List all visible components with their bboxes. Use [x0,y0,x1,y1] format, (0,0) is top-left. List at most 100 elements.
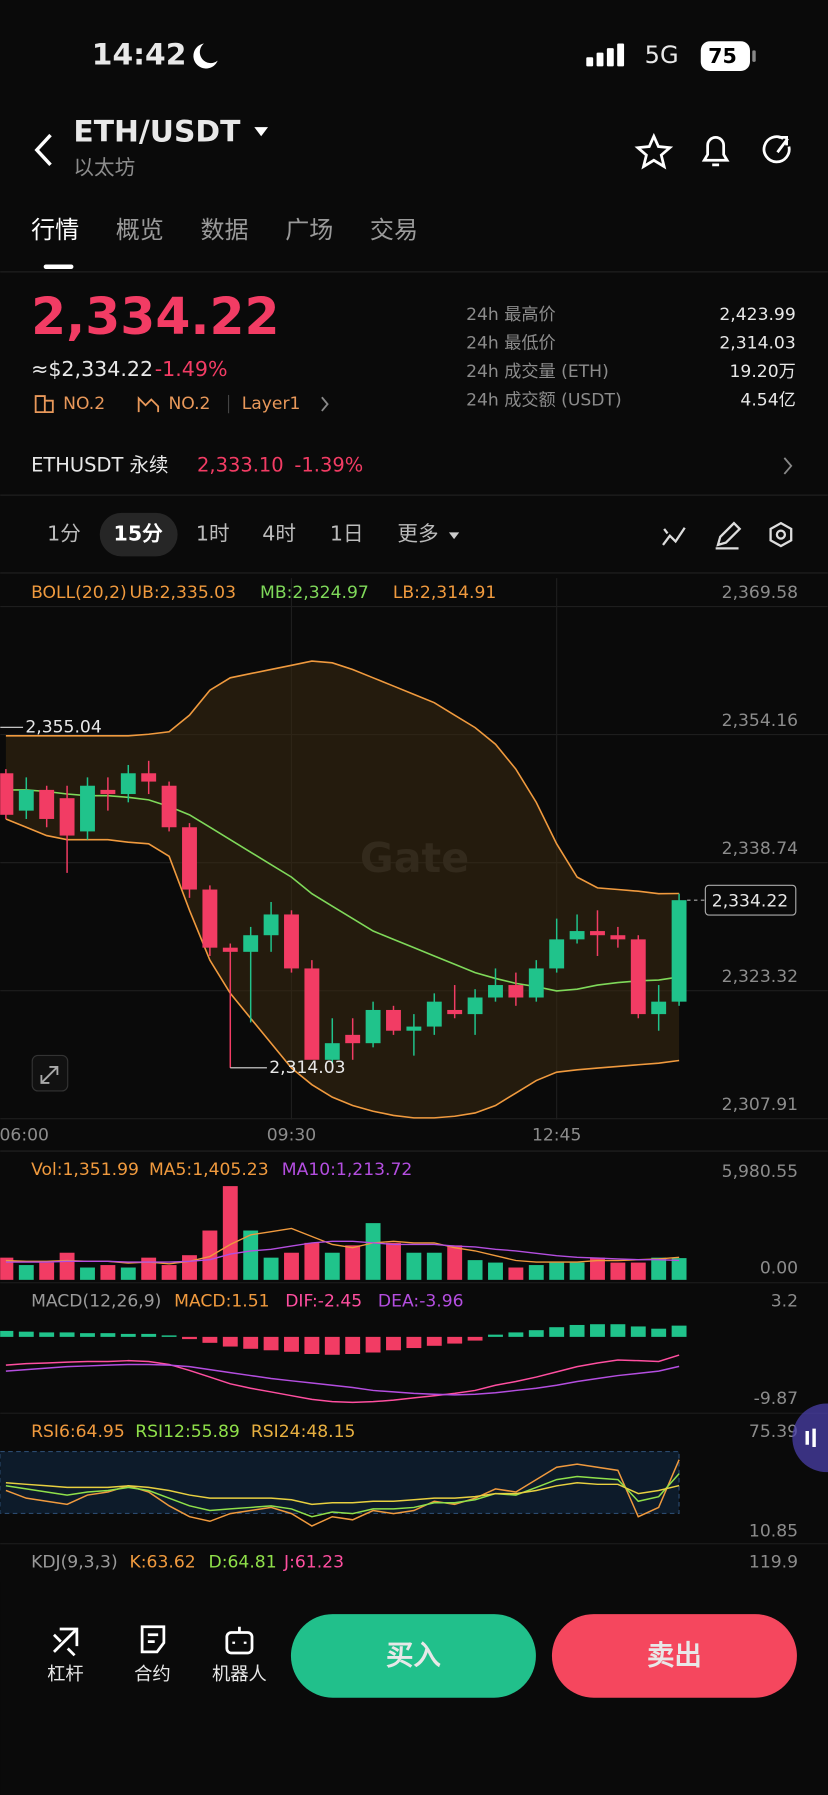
rank-market-cap[interactable]: NO.2 [63,394,105,414]
candle-body [630,939,646,1015]
sell-label[interactable]: 卖出 [647,1640,702,1671]
moon-icon [193,43,218,69]
pair[interactable]: ETH/USDT [73,114,241,149]
volume-bar [508,1267,524,1280]
macd-bar [406,1336,422,1349]
interval[interactable]: 1分 [47,522,81,546]
indicator-icon[interactable] [662,527,686,546]
macd-bar [508,1332,524,1337]
favorite-icon[interactable] [634,132,674,170]
volume-bar [284,1252,299,1280]
buy-button[interactable] [290,1614,536,1698]
macd-bar [447,1336,463,1344]
y-tick-label: 2,323.32 [722,967,798,987]
macd-bar [243,1336,259,1349]
volume-bar [671,1258,687,1280]
floating-assistant[interactable] [792,1403,828,1473]
settings-icon-core[interactable] [775,529,787,540]
volume-bar [406,1252,422,1280]
sell-button[interactable] [551,1614,797,1698]
interval[interactable]: 15分 [113,522,163,546]
leverage-icon[interactable] [52,1627,79,1657]
candle-body [59,798,75,836]
divider [0,494,828,496]
perp-price: 2,333.10 [197,453,284,476]
contract-icon[interactable] [140,1625,166,1654]
tab[interactable]: 概览 [116,216,164,244]
volume-bar [141,1257,157,1280]
candle-body [528,968,544,998]
legend-item: K:63.62 [130,1553,196,1573]
back-button[interactable] [34,133,52,167]
floating-assistant-icon[interactable] [805,1428,816,1447]
candle-body [406,1026,422,1031]
macd-bar [263,1336,279,1351]
network: 5G [645,41,679,69]
stats: 24h 最高价 2,423.99 24h 最低价 2,314.03 24h 成交量 (E… [466,305,796,411]
volume-bar [528,1265,544,1280]
contract-label[interactable]: 合约 [134,1664,171,1685]
candle-body [345,1034,361,1044]
volume-bar [365,1223,381,1280]
candle-body [141,773,157,782]
legend-item: DEA:-3.96 [378,1292,464,1312]
candle-body [426,1001,442,1027]
tab[interactable]: 数据 [201,216,249,244]
macd-bar [671,1325,687,1337]
y-tick-label: 0.00 [760,1258,798,1278]
pair-dropdown[interactable] [254,127,269,137]
stat-label: 24h 成交量 (ETH) [466,362,609,382]
settings-icon[interactable] [769,521,793,548]
y-tick-label: 10.85 [749,1522,798,1542]
legend-item: MACD(12,26,9) [31,1292,161,1312]
tab[interactable]: 交易 [370,216,418,244]
macd-bar [590,1324,605,1337]
perp-name[interactable]: ETHUSDT 永续 [31,453,168,476]
perp-arrow[interactable] [783,457,793,475]
candle-body [610,935,626,940]
last-price-label: 2,334.22 [712,891,788,911]
macd-bar [426,1336,442,1346]
macd-bar [284,1336,299,1352]
volume-bar [0,1257,14,1280]
candle-body [590,931,605,936]
tab[interactable]: 行情 [31,216,79,244]
interval[interactable]: 4时 [262,522,296,546]
candle-body [671,900,687,1002]
rsi-line [5,1473,680,1518]
macd-bar [324,1336,340,1355]
low-label: 2,314.03 [269,1058,345,1078]
macd-dea [5,1363,680,1396]
bot-label[interactable]: 机器人 [212,1664,267,1685]
last-price: 2,334.22 [31,287,280,346]
volume-ma10 [5,1240,680,1263]
candle-body [569,931,585,940]
buy-label[interactable]: 买入 [386,1640,441,1671]
more-dropdown[interactable] [448,532,460,540]
bot-icon-detail[interactable] [232,1626,247,1644]
tab[interactable]: 广场 [285,216,333,244]
boll-band [5,661,680,1118]
volume-bar [324,1252,340,1280]
coin-name: 以太坊 [73,155,135,179]
share-icon[interactable] [762,135,791,164]
stat-label: 24h 最低价 [466,333,556,353]
interval[interactable]: 1日 [330,522,364,546]
legend-item: MA5:1,405.23 [149,1160,269,1180]
y-tick-label: 3.2 [771,1292,798,1312]
interval[interactable]: 更多 [397,522,438,546]
alert-icon[interactable] [701,136,730,167]
rank-volume[interactable]: NO.2 [168,394,210,414]
leverage-label[interactable]: 杠杆 [47,1664,84,1685]
draw-icon[interactable] [715,521,742,550]
fullscreen-icon[interactable] [40,1066,59,1084]
stat-value: 19.20万 [729,362,795,382]
candle-body [243,935,259,952]
sector-arrow[interactable] [321,396,329,412]
candle-body [651,1001,667,1015]
volume-bar [386,1242,401,1280]
sector[interactable]: Layer1 [242,394,301,414]
legend-item: MA10:1,213.72 [282,1160,413,1180]
interval[interactable]: 1时 [196,522,230,546]
boll-lower [5,818,680,1119]
